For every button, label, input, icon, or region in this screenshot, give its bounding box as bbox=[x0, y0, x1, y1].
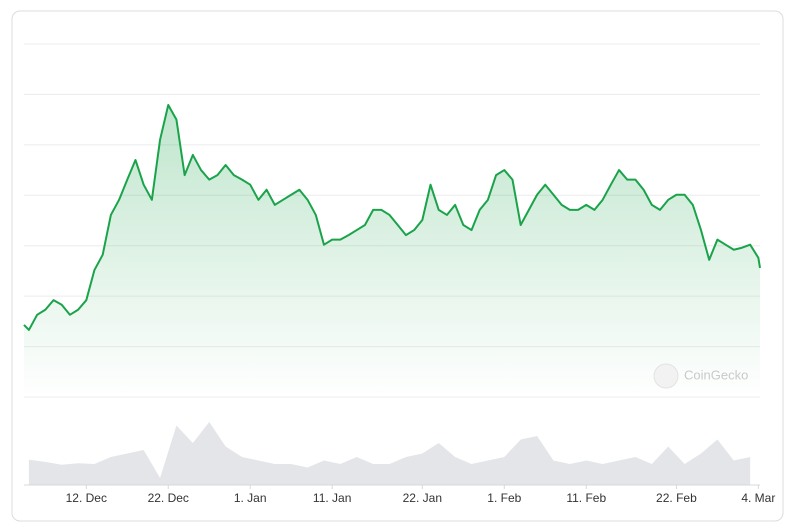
x-tick-label: 11. Feb bbox=[566, 491, 606, 505]
watermark: CoinGecko bbox=[653, 363, 748, 389]
watermark-text: CoinGecko bbox=[684, 367, 748, 382]
price-line bbox=[23, 104, 761, 331]
x-tick-label: 4. Mar bbox=[741, 491, 775, 505]
x-tick-label: 22. Dec bbox=[148, 491, 189, 505]
volume-area bbox=[28, 422, 751, 485]
x-tick-label: 22. Feb bbox=[656, 491, 697, 505]
x-tick-label: 11. Jan bbox=[313, 491, 351, 505]
watermark-logo bbox=[653, 363, 679, 389]
x-tick-label: 1. Feb bbox=[487, 491, 521, 505]
x-tick-label: 12. Dec bbox=[66, 491, 107, 505]
x-tick-label: 1. Jan bbox=[234, 491, 267, 505]
price-area bbox=[24, 105, 760, 398]
x-tick-label: 22. Jan bbox=[403, 491, 442, 505]
